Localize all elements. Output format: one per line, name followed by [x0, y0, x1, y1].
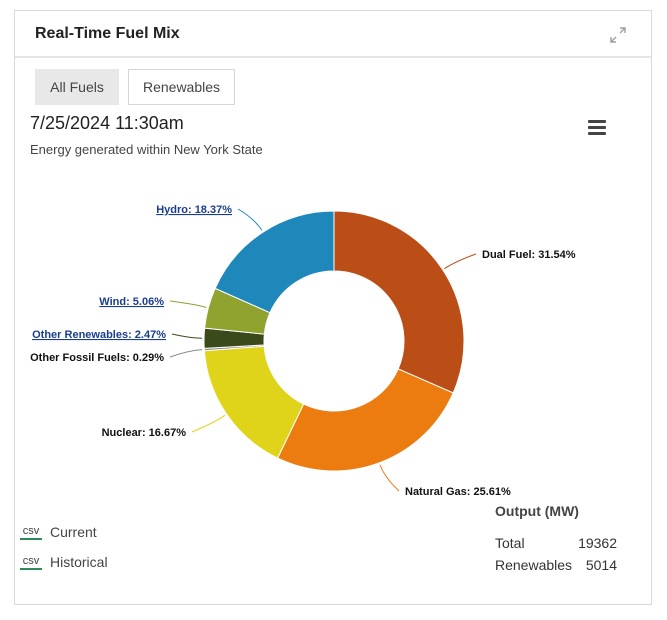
connector-hydro [237, 208, 263, 231]
csv-icon: csv [20, 524, 42, 540]
donut-slice-natural-gas[interactable] [276, 368, 454, 472]
connector-other-renewables [171, 333, 203, 339]
output-renewables-value: 5014 [585, 557, 617, 573]
slice-label-hydro[interactable]: Hydro: 18.37% [156, 204, 232, 216]
slice-label-natural-gas: Natural Gas: 25.61% [405, 486, 511, 498]
slice-label-other-renewables[interactable]: Other Renewables: 2.47% [32, 329, 166, 341]
chart-subtitle: Energy generated within New York State [30, 142, 263, 157]
connector-wind [169, 300, 207, 308]
download-current-label: Current [50, 524, 97, 540]
card-title: Real-Time Fuel Mix [35, 25, 180, 42]
connector-natural-gas [379, 464, 400, 492]
expand-icon[interactable] [609, 26, 627, 44]
output-total-value: 19362 [578, 535, 617, 551]
csv-icon: csv [20, 554, 42, 570]
slice-label-dual-fuel: Dual Fuel: 31.54% [482, 249, 576, 261]
output-row-renewables: Renewables 5014 [495, 557, 617, 573]
chart-menu-icon[interactable] [588, 120, 606, 136]
chart-date: 7/25/2024 11:30am [30, 113, 184, 133]
output-total-label: Total [495, 535, 525, 551]
slice-label-other-fossil-fuels: Other Fossil Fuels: 0.29% [30, 352, 164, 364]
tab-all-fuels[interactable]: All Fuels [35, 69, 119, 105]
connector-dual-fuel [444, 253, 477, 270]
download-historical[interactable]: csv Historical [20, 549, 108, 575]
fuel-mix-card: Real-Time Fuel Mix All Fuels Renewables [14, 10, 652, 605]
output-title: Output (MW) [495, 503, 579, 519]
download-historical-label: Historical [50, 554, 108, 570]
connector-nuclear [191, 414, 226, 433]
output-renewables-label: Renewables [495, 557, 573, 573]
connector-other-fossil-fuels [169, 349, 203, 358]
donut-slice-dual-fuel[interactable] [333, 210, 465, 394]
tab-renewables[interactable]: Renewables [128, 69, 235, 105]
download-current[interactable]: csv Current [20, 519, 97, 545]
slice-label-wind[interactable]: Wind: 5.06% [99, 296, 164, 308]
donut-slice-hydro[interactable] [214, 210, 335, 314]
slice-label-nuclear: Nuclear: 16.67% [102, 427, 187, 439]
card-header: Real-Time Fuel Mix [15, 11, 651, 58]
output-row-total: Total 19362 [495, 535, 617, 551]
